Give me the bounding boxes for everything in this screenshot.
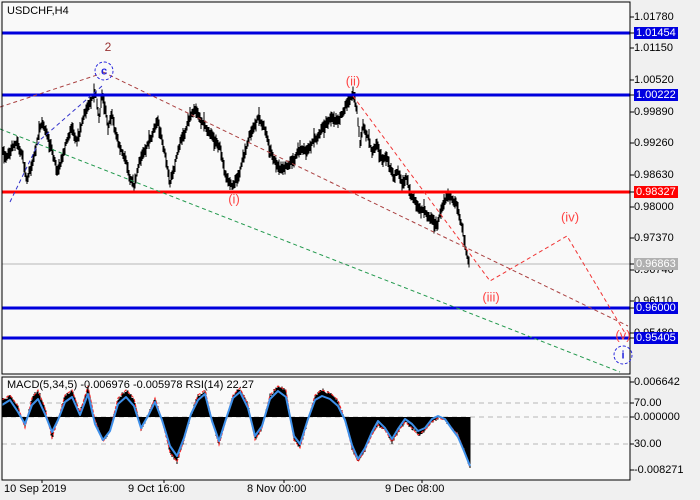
rsi-line (1, 390, 471, 467)
price-label-0.99890: 0.99890 (634, 106, 674, 118)
indicator-title: MACD(5,34,5) -0.006976 -0.005978 RSI(14)… (7, 379, 255, 391)
green-trendline[interactable] (0, 128, 621, 373)
price-label-1.01150: 1.01150 (634, 42, 673, 54)
price-label-0.99260: 0.99260 (634, 137, 674, 149)
price-label-1.01780: 1.01780 (634, 11, 674, 23)
wave-label-iv[interactable]: (iv) (560, 209, 580, 225)
price-label-0.98000: 0.98000 (634, 201, 674, 213)
price-label-1.00520: 1.00520 (634, 74, 674, 86)
price-box-0.96000: 0.96000 (634, 302, 678, 314)
wave-label-v[interactable]: (v) (615, 327, 631, 343)
symbol-title: USDCHF,H4 (7, 5, 69, 17)
indicator-label-0.006642: 0.006642 (634, 376, 680, 388)
main-panel-border (1, 1, 631, 375)
time-label-9-Dec-08-00: 9 Dec 08:00 (385, 483, 445, 495)
indicator-label--0.008271: -0.008271 (634, 464, 684, 476)
indicator-label-70.00: 70.00 (634, 397, 662, 409)
impulse-line-left[interactable] (0, 73, 101, 108)
wave-label-2[interactable]: 2 (104, 40, 112, 54)
price-label-0.97370: 0.97370 (634, 232, 674, 244)
time-label-9-Oct-16-00: 9 Oct 16:00 (128, 483, 185, 495)
wave-label-c[interactable]: c (94, 61, 114, 81)
price-box-0.96863: 0.96863 (634, 258, 678, 270)
wave-label-i[interactable]: i (613, 345, 633, 365)
wave-projection[interactable] (352, 95, 626, 334)
price-box-1.00222: 1.00222 (634, 89, 678, 101)
wave-label-ii[interactable]: (ii) (345, 73, 361, 89)
indicator-panel-border (1, 376, 631, 481)
price-box-0.98327: 0.98327 (634, 186, 678, 198)
price-box-1.01454: 1.01454 (634, 27, 678, 39)
descending-channel[interactable] (102, 71, 629, 327)
main-panel[interactable] (2, 2, 630, 374)
indicator-label-30.00: 30.00 (634, 438, 662, 450)
indicator-label-0.000000: 0.000000 (634, 411, 680, 423)
price-box-0.95405: 0.95405 (634, 332, 678, 344)
time-label-8-Nov-00-00: 8 Nov 00:00 (247, 483, 307, 495)
wave-label-iii[interactable]: (iii) (482, 289, 500, 305)
blue-zigzag[interactable] (9, 85, 103, 203)
wave-label-i[interactable]: (i) (228, 191, 240, 207)
macd-signal-line (1, 385, 471, 469)
price-label-0.98630: 0.98630 (634, 169, 674, 181)
time-label-10-Sep-2019: 10 Sep 2019 (4, 483, 67, 495)
